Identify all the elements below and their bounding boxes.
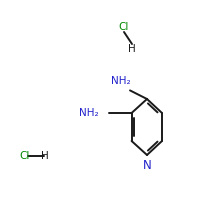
Text: NH₂: NH₂	[111, 76, 131, 86]
Text: Cl: Cl	[119, 22, 129, 32]
Text: H: H	[128, 44, 136, 54]
Text: H: H	[41, 151, 49, 161]
Text: NH₂: NH₂	[79, 108, 99, 118]
Text: Cl: Cl	[19, 151, 29, 161]
Text: N: N	[143, 159, 151, 172]
